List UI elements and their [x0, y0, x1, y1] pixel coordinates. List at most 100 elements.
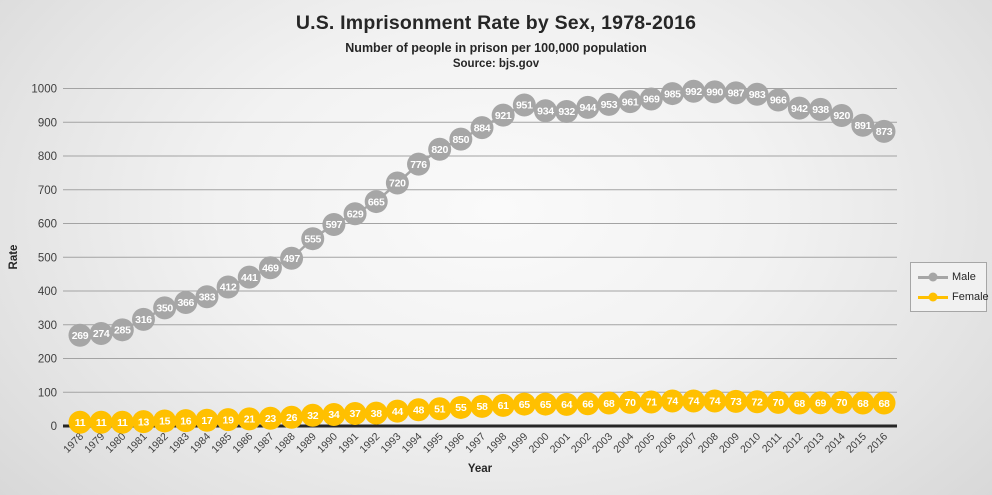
y-tick-label: 400 — [38, 286, 57, 298]
data-point-male — [703, 80, 727, 104]
data-label-male: 966 — [770, 95, 787, 107]
data-label-male: 820 — [431, 144, 448, 156]
data-label-male: 938 — [812, 104, 829, 116]
data-label-female: 51 — [434, 403, 446, 415]
data-point-female — [428, 397, 452, 421]
data-point-male — [301, 227, 325, 251]
data-point-female — [872, 391, 896, 415]
y-tick-label: 100 — [38, 387, 57, 399]
data-point-male — [470, 116, 494, 140]
data-label-female: 34 — [328, 409, 340, 421]
data-point-male — [830, 104, 854, 127]
data-point-male — [872, 119, 896, 143]
data-point-female — [766, 390, 790, 414]
y-tick-label: 900 — [38, 117, 57, 129]
data-label-female: 68 — [603, 398, 615, 410]
data-label-female: 13 — [138, 416, 150, 428]
data-point-female — [385, 399, 409, 423]
data-label-female: 66 — [582, 398, 594, 410]
data-label-male: 555 — [304, 233, 321, 245]
data-point-male — [809, 97, 833, 121]
data-point-female — [322, 403, 346, 427]
data-point-female — [364, 401, 388, 425]
data-label-male: 366 — [177, 297, 194, 309]
data-label-female: 64 — [561, 399, 573, 411]
data-point-male — [724, 81, 748, 105]
data-label-female: 32 — [307, 410, 319, 422]
data-label-male: 884 — [474, 122, 491, 134]
data-point-female — [809, 391, 833, 415]
y-tick-label: 0 — [51, 421, 57, 433]
data-point-male — [407, 152, 431, 176]
data-label-female: 11 — [96, 417, 107, 429]
data-label-male: 932 — [558, 106, 575, 118]
legend: Male Female — [910, 262, 989, 312]
y-tick-label: 700 — [38, 185, 57, 197]
x-tick-label: 1997 — [463, 431, 488, 456]
data-point-female — [174, 409, 198, 433]
y-axis-labels: 0 100 200 300 400 500 600 700 800 900 1000 — [31, 84, 57, 434]
data-label-female: 17 — [201, 415, 213, 427]
data-point-female — [555, 392, 579, 416]
data-point-male — [555, 99, 579, 123]
data-point-female — [724, 389, 748, 413]
legend-item-female: Female — [918, 291, 989, 303]
data-label-male: 850 — [453, 134, 470, 146]
data-point-female — [682, 389, 706, 413]
data-point-female — [449, 395, 473, 419]
data-label-male: 383 — [199, 291, 216, 303]
x-tick-label: 2006 — [654, 431, 679, 456]
x-tick-label: 1991 — [336, 431, 361, 456]
legend-label-male: Male — [952, 270, 976, 283]
x-tick-label: 1986 — [230, 431, 255, 456]
data-label-female: 74 — [709, 396, 721, 408]
data-point-male — [89, 322, 113, 346]
data-point-female — [131, 410, 155, 434]
data-label-female: 19 — [223, 414, 235, 426]
data-label-male: 776 — [410, 159, 427, 171]
data-point-female — [280, 405, 304, 429]
data-point-female — [68, 410, 92, 434]
data-point-male — [618, 90, 642, 114]
data-label-female: 71 — [646, 397, 658, 409]
x-tick-label: 2015 — [844, 431, 869, 456]
x-tick-label: 1985 — [209, 431, 234, 456]
data-label-female: 37 — [350, 408, 362, 420]
data-point-female — [745, 390, 769, 414]
data-point-female — [216, 408, 240, 432]
data-label-female: 61 — [498, 400, 510, 412]
data-label-female: 23 — [265, 413, 277, 425]
data-point-female — [301, 403, 325, 427]
data-point-female — [407, 398, 431, 422]
data-label-male: 969 — [643, 94, 660, 106]
data-point-female — [470, 394, 494, 418]
series-male: 269 274 285 316 350 366 383 412 441 469 497 555 597 6… — [68, 79, 896, 347]
data-point-female — [533, 392, 557, 416]
data-point-male — [597, 92, 621, 116]
data-point-male — [639, 87, 663, 111]
data-label-male: 987 — [728, 88, 745, 100]
x-tick-label: 2007 — [675, 431, 700, 456]
data-point-male — [449, 127, 473, 151]
data-label-female: 55 — [455, 402, 467, 414]
data-point-female — [618, 390, 642, 414]
data-point-male — [576, 95, 600, 119]
data-label-male: 985 — [664, 88, 681, 100]
data-point-female — [195, 408, 219, 432]
x-tick-label: 2005 — [632, 431, 657, 456]
data-point-male — [174, 290, 198, 314]
data-label-male: 990 — [706, 87, 723, 99]
y-axis-title: Rate — [8, 245, 20, 270]
x-tick-label: 2013 — [802, 431, 827, 456]
data-label-male: 597 — [326, 219, 343, 231]
data-label-male: 720 — [389, 178, 406, 190]
y-tick-label: 300 — [38, 320, 57, 332]
legend-item-male: Male — [918, 270, 986, 283]
x-tick-label: 1994 — [400, 431, 425, 456]
data-label-male: 269 — [72, 330, 89, 342]
data-label-male: 412 — [220, 282, 237, 294]
data-label-male: 316 — [135, 314, 152, 326]
data-point-male — [258, 256, 282, 280]
data-label-male: 497 — [283, 253, 300, 265]
